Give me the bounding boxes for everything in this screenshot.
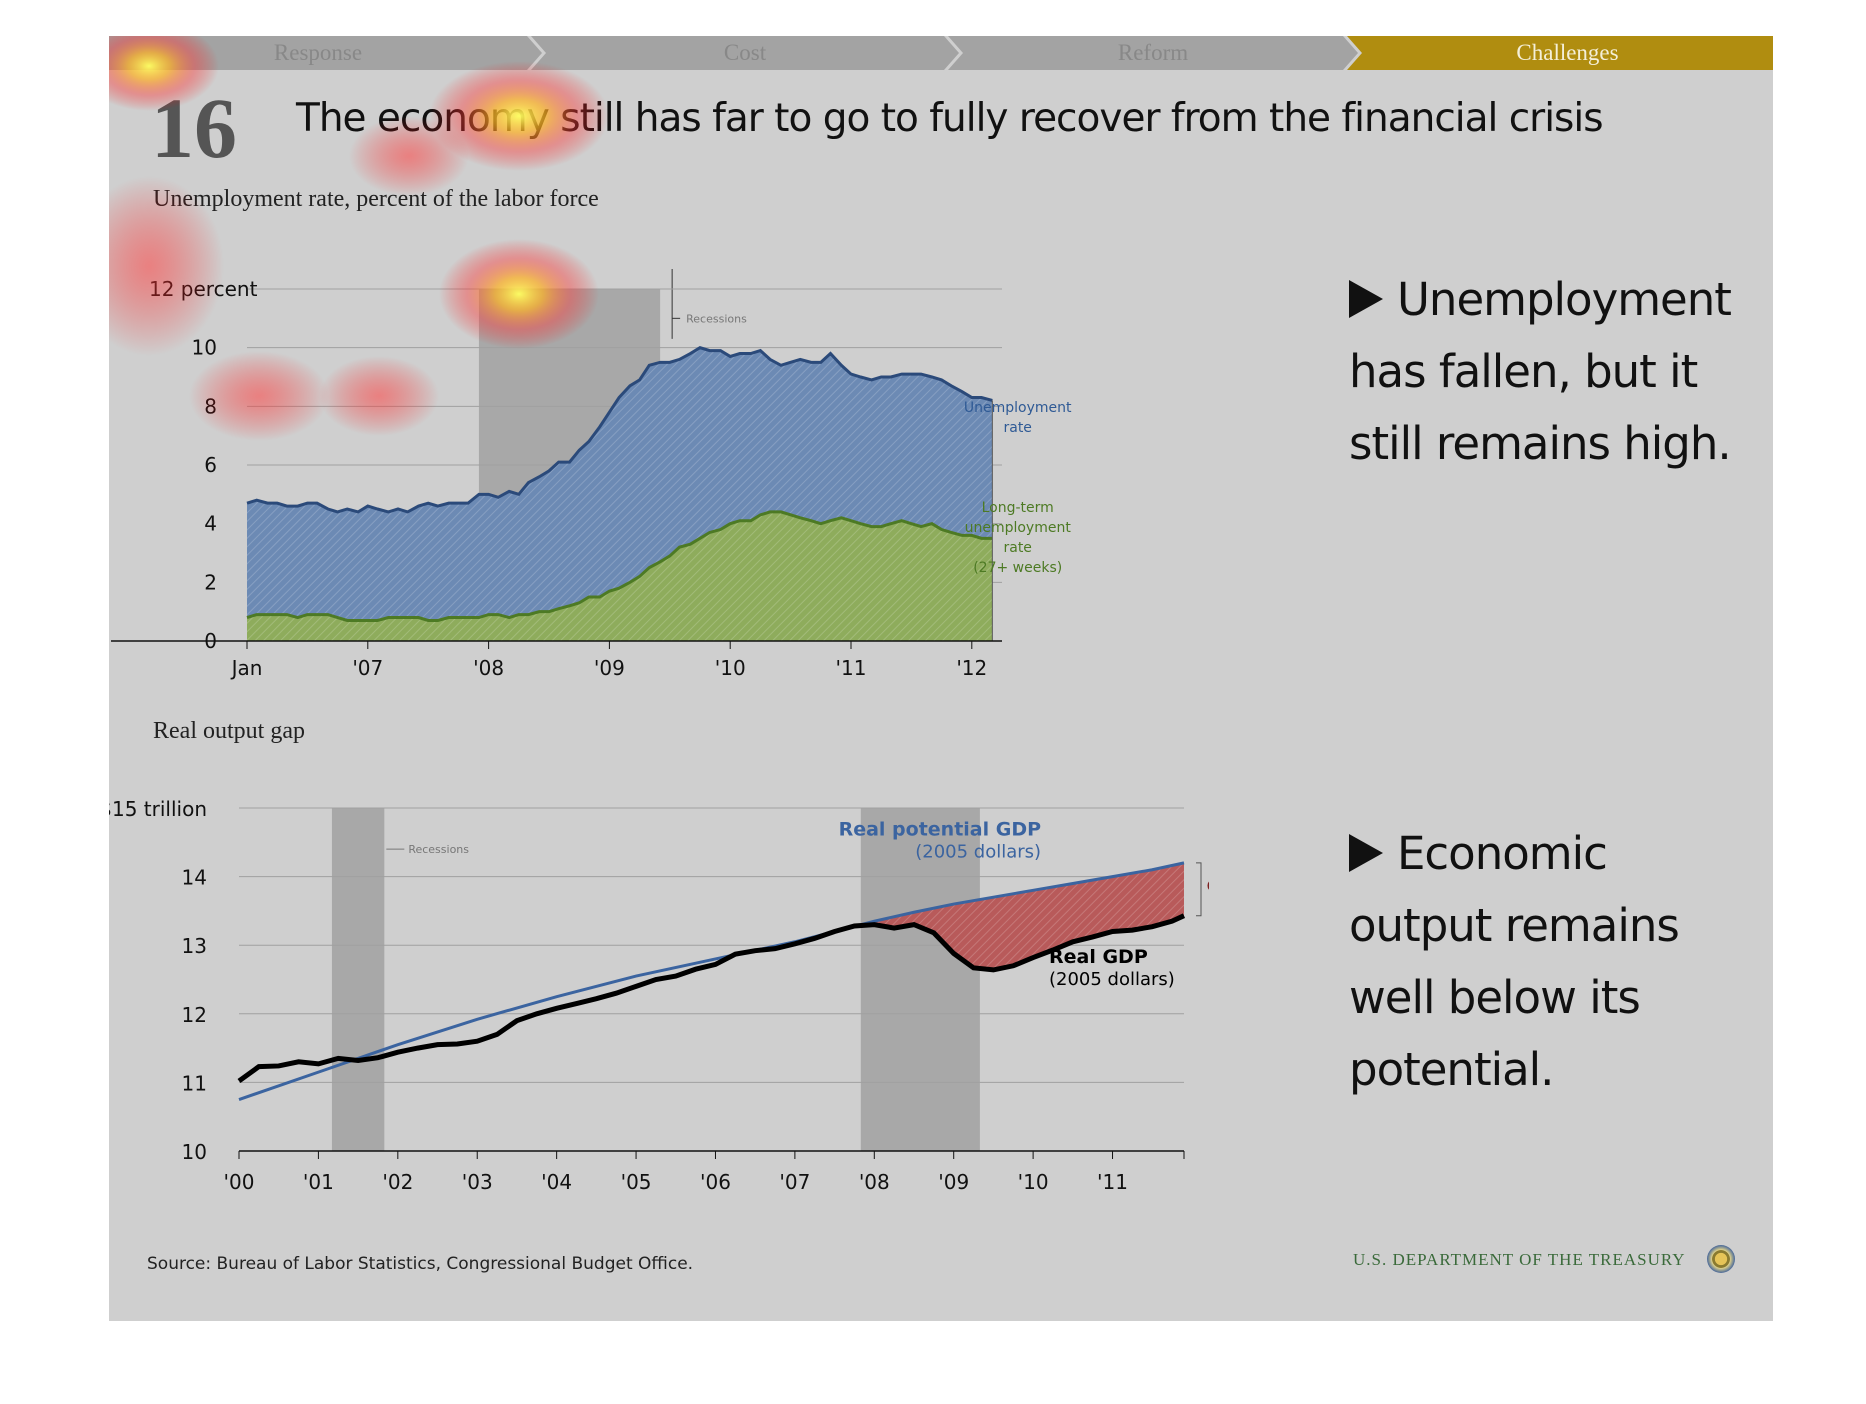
long-term-series-label: Long-term [982,500,1054,516]
y-tick-label: 14 [182,866,207,890]
potential-gdp-label: Real potential GDP [839,818,1042,840]
y-tick-label: 12 percent [149,277,258,301]
recession-band [860,808,980,1151]
output-gap-area [874,862,1184,970]
y-tick-label: 2 [204,570,217,594]
bullet-output-text: Economic output remains well below its p… [1349,827,1680,1096]
slide-number: 16 [151,80,237,176]
unemployment-line [246,346,993,514]
treasury-seal-icon [1707,1245,1735,1273]
x-tick-label: '12 [956,656,987,680]
nav-tab-bg-cost [531,36,959,70]
bullet-unemployment-text: Unemployment has fallen, but it still re… [1349,273,1732,470]
nav-tab-bg-reform [948,36,1358,70]
x-tick-label: '08 [859,1170,890,1194]
y-tick-label: 12 [182,1003,207,1027]
triangle-bullet-icon [1349,280,1383,318]
unemployment-chart-title: Unemployment rate, percent of the labor … [153,186,599,212]
tab-challenges[interactable]: Challenges [1516,40,1619,65]
long-term-series-label: unemployment [965,520,1072,536]
section-nav: Response Cost Reform Challenges [109,36,1773,70]
x-tick-label: '11 [836,656,867,680]
recession-band [331,808,385,1151]
output-gap-chart: Recessions 10 11 12 13 14 $15 trillion '00 '01 '0… [109,797,1209,1194]
x-tick-label: '07 [779,1170,810,1194]
y-tick-label: 10 [182,1140,207,1164]
long-term-series-label: rate [1003,540,1031,556]
bullet-output: Economic output remains well below its p… [1349,818,1749,1106]
y-tick-label: 4 [204,512,217,536]
x-tick-label: '06 [700,1170,731,1194]
output-gap-sublabel: output gap [1207,874,1209,895]
tab-cost[interactable]: Cost [723,40,767,65]
recession-label: Recessions [686,312,747,325]
y-tick-label: 6 [204,453,217,477]
real-gdp-sublabel: (2005 dollars) [1049,969,1175,990]
x-tick-label: Jan [230,656,263,680]
tab-response[interactable]: Response [273,40,363,65]
x-tick-label: '10 [715,656,746,680]
x-tick-label: '08 [473,656,504,680]
page-title: The economy still has far to go to fully… [296,96,1604,141]
real-gdp-line [237,913,1186,1084]
x-tick-label: '03 [462,1170,493,1194]
potential-gdp-sublabel: (2005 dollars) [915,841,1041,862]
unemployment-series-label: rate [1003,420,1031,436]
unemployment-series-label: Unemployment [964,400,1072,416]
x-tick-label: '07 [352,656,383,680]
x-tick-label: '00 [224,1170,255,1194]
agency-name: U.S. DEPARTMENT OF THE TREASURY [1353,1250,1686,1269]
long-term-line [246,510,993,622]
x-tick-label: '01 [303,1170,334,1194]
nav-tab-bg-challenges [1347,36,1773,70]
y-tick-label: 10 [192,336,217,360]
source-note: Source: Bureau of Labor Statistics, Cong… [147,1254,694,1274]
output-gap-chart-title: Real output gap [153,718,305,744]
bullet-unemployment: Unemployment has fallen, but it still re… [1349,264,1749,480]
y-tick-label: 13 [182,934,207,958]
x-tick-label: '04 [541,1170,572,1194]
x-tick-label: '02 [382,1170,413,1194]
y-tick-label: 8 [204,394,217,418]
y-tick-label: $15 trillion [109,797,207,821]
real-gdp-label: Real GDP [1049,946,1148,968]
long-term-area [247,511,993,641]
x-tick-label: '09 [594,656,625,680]
gap-bracket [1196,862,1202,917]
x-tick-label: '11 [1097,1170,1128,1194]
recession-label: Recessions [408,843,469,856]
potential-gdp-line [238,861,1185,1101]
x-tick-label: '05 [621,1170,652,1194]
triangle-bullet-icon [1349,834,1383,872]
tab-reform[interactable]: Reform [1117,40,1189,65]
x-tick-label: '09 [938,1170,969,1194]
x-tick-label: '10 [1018,1170,1049,1194]
y-tick-label: 11 [182,1071,207,1095]
long-term-series-label: (27+ weeks) [973,560,1062,576]
slide: Response Cost Reform Challenges 16 The e… [109,36,1773,1321]
